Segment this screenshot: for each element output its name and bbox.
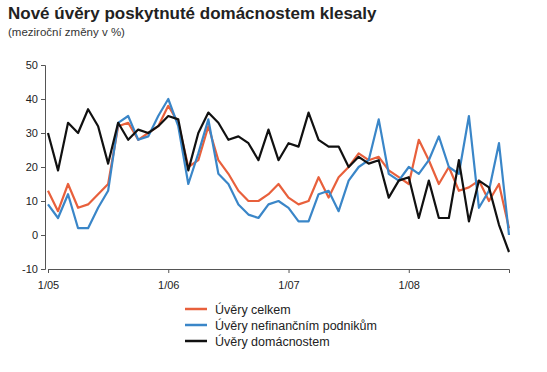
y-tick-label: 20 <box>26 161 38 173</box>
y-tick: -10 <box>22 263 45 275</box>
y-tick-mark <box>41 269 45 270</box>
x-tick: 1/05 <box>38 269 59 291</box>
y-tick-label: 30 <box>26 127 38 139</box>
legend-item: Úvěry domácnostem <box>185 334 330 349</box>
x-tick-label: 1/08 <box>399 279 420 291</box>
x-tick-label: 1/07 <box>278 279 299 291</box>
legend-item: Úvěry nefinančním podnikům <box>185 318 377 333</box>
y-tick-mark <box>41 65 45 66</box>
legend-swatch <box>185 324 207 327</box>
title: Nové úvěry poskytnuté domácnostem klesal… <box>8 4 377 23</box>
y-tick: 10 <box>26 195 45 207</box>
y-tick: 0 <box>32 229 45 241</box>
x-tick-mark <box>168 269 169 273</box>
y-tick-label: 40 <box>26 93 38 105</box>
y-tick-mark <box>41 235 45 236</box>
series-line <box>48 109 509 252</box>
y-tick-mark <box>41 133 45 134</box>
legend-swatch <box>185 308 207 311</box>
legend-label: Úvěry nefinančním podnikům <box>215 318 377 333</box>
legend: Úvěry celkemÚvěry nefinančním podnikůmÚv… <box>185 302 377 349</box>
x-axis: 1/05 1/06 1/07 1/08 <box>38 269 510 291</box>
y-tick: 30 <box>26 127 45 139</box>
x-tick: 1/06 <box>158 269 179 291</box>
legend-label: Úvěry domácnostem <box>215 334 330 349</box>
chart: Nové úvěry poskytnuté domácnostem klesal… <box>0 0 547 372</box>
y-tick: 50 <box>26 59 45 71</box>
x-tick-mark <box>409 269 410 273</box>
y-tick: 40 <box>26 93 45 105</box>
x-tick: 1/07 <box>278 269 299 291</box>
y-tick-mark <box>41 99 45 100</box>
y-axis: -10 0 10 20 30 40 50 <box>22 59 45 275</box>
y-tick-label: -10 <box>22 263 38 275</box>
legend-label: Úvěry celkem <box>215 302 291 317</box>
x-axis-line <box>49 270 510 274</box>
x-tick-label: 1/06 <box>158 279 179 291</box>
x-tick-label: 1/05 <box>38 279 59 291</box>
y-tick-label: 50 <box>26 59 38 71</box>
y-tick-label: 0 <box>32 229 38 241</box>
series-line <box>48 99 509 235</box>
subtitle: (meziroční změny v %) <box>8 26 125 38</box>
x-tick-mark <box>289 269 290 273</box>
y-tick-label: 10 <box>26 195 38 207</box>
y-tick: 20 <box>26 161 45 173</box>
y-tick-mark <box>41 167 45 168</box>
legend-swatch <box>185 340 207 343</box>
legend-item: Úvěry celkem <box>185 302 291 317</box>
x-tick-mark <box>48 269 49 273</box>
plot-lines <box>48 99 509 252</box>
x-tick: 1/08 <box>399 269 420 291</box>
y-axis-line <box>41 66 46 270</box>
y-tick-mark <box>41 201 45 202</box>
